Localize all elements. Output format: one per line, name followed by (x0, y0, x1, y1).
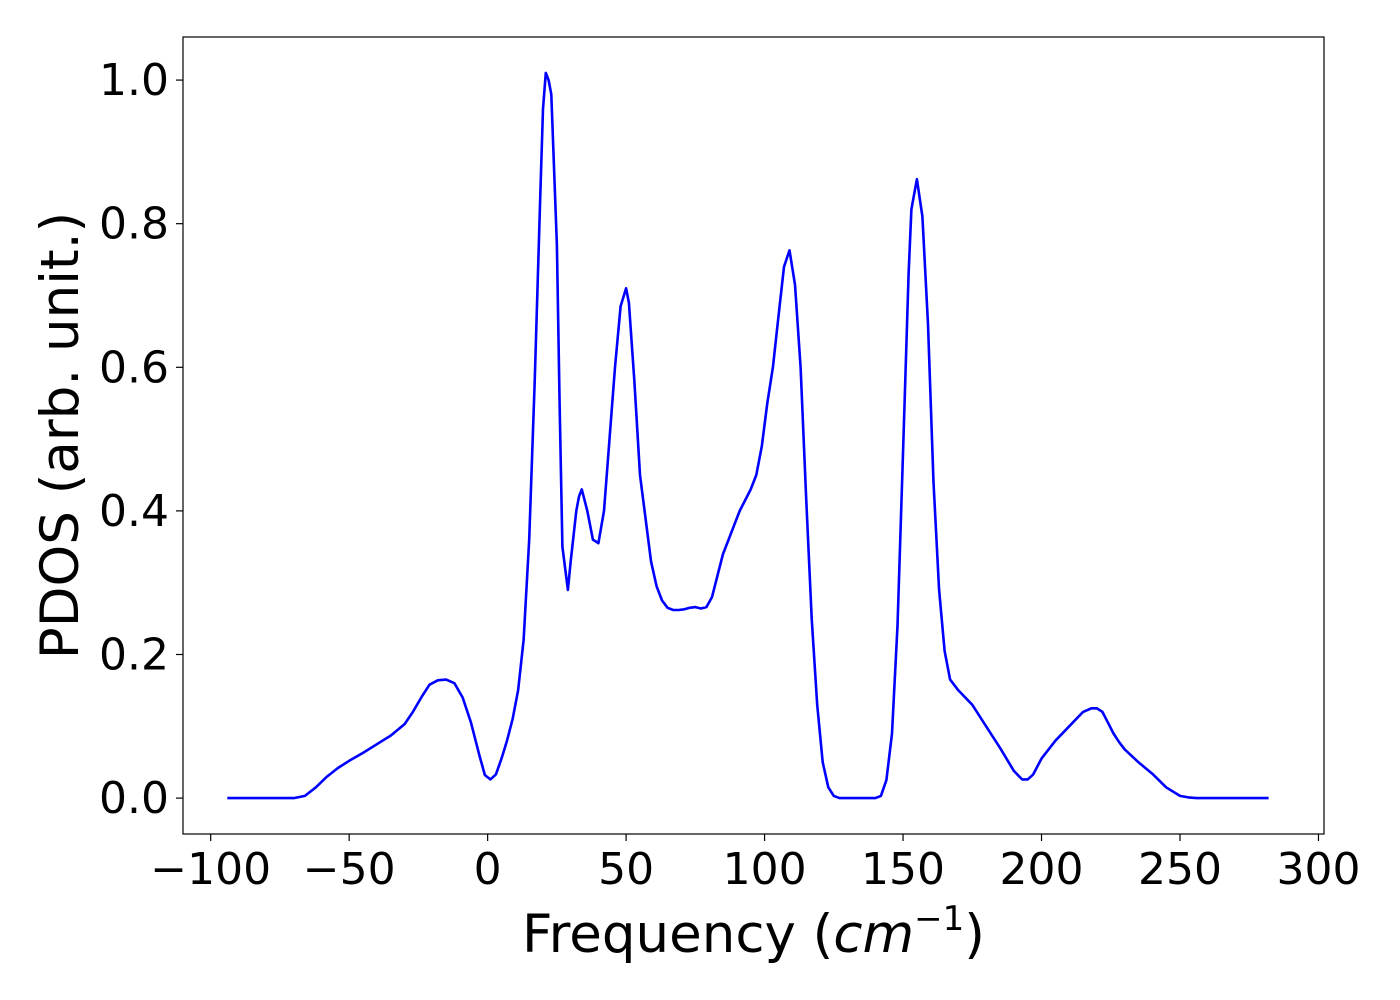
y-axis: 0.0 0.2 0.4 0.6 0.8 1.0 (99, 55, 183, 824)
x-axis-label: Frequency (cm−1) (522, 899, 985, 965)
x-tick-label: 250 (1138, 844, 1222, 895)
x-axis-label-prefix: Frequency ( (522, 904, 833, 965)
x-tick-label: −50 (303, 844, 396, 895)
x-tick-label: 50 (598, 844, 654, 895)
axes-frame (182, 36, 1325, 835)
x-axis-label-unit: cm (833, 904, 914, 965)
y-tick-label: 0.6 (99, 342, 169, 393)
x-axis-label-exponent: −1 (914, 899, 964, 939)
y-tick-label: 0.4 (99, 486, 169, 537)
x-tick-label: −100 (150, 844, 271, 895)
y-tick-label: 0.2 (99, 629, 169, 680)
x-tick-label: 0 (474, 844, 502, 895)
y-axis-label: PDOS (arb. unit.) (30, 212, 91, 659)
x-axis: −100 −50 0 50 100 150 200 250 300 (150, 834, 1360, 895)
y-tick-label: 0.0 (99, 773, 169, 824)
x-tick-label: 150 (861, 844, 945, 895)
y-tick-label: 1.0 (99, 55, 169, 106)
x-tick-label: 300 (1276, 844, 1360, 895)
plot-area (227, 71, 1269, 800)
pdos-line (227, 71, 1269, 800)
y-tick-label: 0.8 (99, 199, 169, 250)
x-tick-label: 100 (723, 844, 807, 895)
x-axis-label-suffix: ) (964, 904, 985, 965)
x-tick-label: 200 (1000, 844, 1084, 895)
